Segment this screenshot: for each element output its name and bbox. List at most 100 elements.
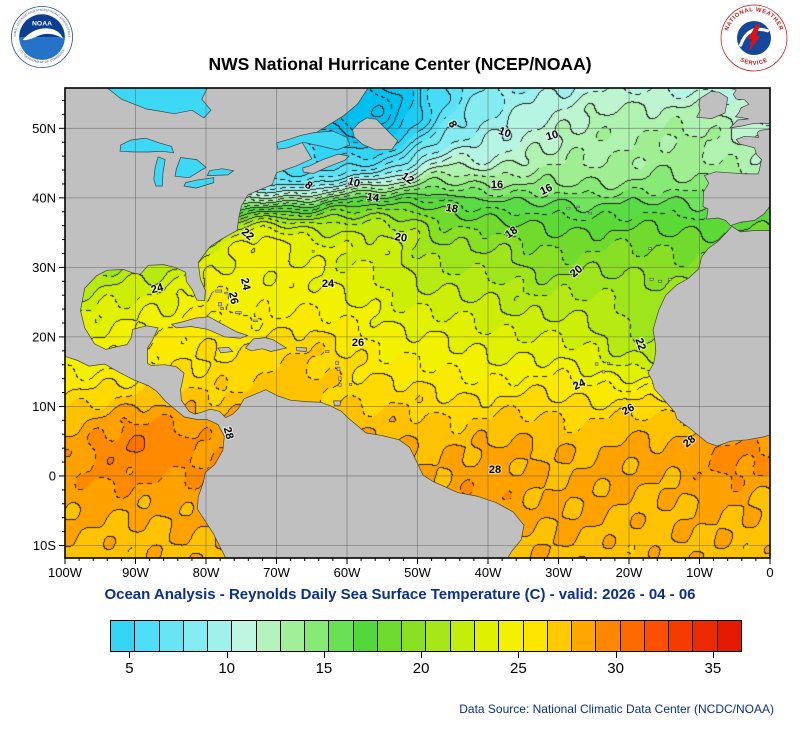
lat-axis-label: 30N <box>32 260 56 275</box>
contour-label: 18 <box>503 224 520 241</box>
contour-label: 26 <box>226 291 240 305</box>
colorbar-tick-label: 35 <box>704 660 722 677</box>
colorbar-tick <box>226 652 228 658</box>
contour-label: 24 <box>322 278 335 290</box>
island <box>607 362 611 365</box>
landmass <box>65 88 525 558</box>
island <box>338 376 342 381</box>
colorbar-cell <box>498 621 523 651</box>
colorbar-cell <box>595 621 620 651</box>
colorbar-cell <box>255 621 280 651</box>
lon-axis-label: 60W <box>334 565 361 580</box>
colorbar-cell <box>352 621 377 651</box>
colorbar-cell <box>473 621 499 651</box>
colorbar-cell <box>522 621 547 651</box>
contour-label: 22 <box>633 337 648 352</box>
lake <box>276 130 351 151</box>
colorbar-tick-label: 10 <box>218 660 236 677</box>
map-caption: Ocean Analysis - Reynolds Daily Sea Surf… <box>104 586 696 603</box>
landmass <box>696 91 729 119</box>
lake <box>174 157 207 179</box>
contour-label: 22 <box>239 226 256 243</box>
contour-label: 8 <box>302 179 314 192</box>
sst-map: 8 10 10 8 10 12 14 16 16 18 18 20 20 22 22 24 24 24 24 26 26… <box>32 87 774 580</box>
island <box>338 383 342 387</box>
contour-label: 28 <box>221 426 236 441</box>
lat-axis-label: 10N <box>32 399 56 414</box>
colorbar-cell <box>376 621 402 651</box>
landmass <box>295 346 308 352</box>
lake <box>106 88 212 119</box>
nws-logo: NATIONAL WEATHER SERVICE <box>720 4 788 72</box>
landmass <box>217 346 234 354</box>
colorbar-cell <box>304 621 329 651</box>
colorbar-tick-label: 15 <box>315 660 333 677</box>
contour-label: 20 <box>394 231 408 245</box>
island <box>576 205 580 208</box>
island <box>668 277 672 281</box>
colorbar-cell <box>449 621 474 651</box>
island <box>566 207 571 210</box>
nws-ring-bottom-text: SERVICE <box>739 57 768 67</box>
lon-axis-label: 20W <box>616 565 643 580</box>
lat-axis-label: 50N <box>32 121 56 136</box>
colorbar-cell <box>619 621 644 651</box>
colorbar-cell <box>279 621 305 651</box>
lat-axis-label: 20N <box>32 329 56 344</box>
colorbar-cell <box>134 621 159 651</box>
noaa-label: NOAA <box>32 20 52 27</box>
island <box>215 289 223 293</box>
contour-label: 16 <box>491 179 503 191</box>
island <box>224 291 230 295</box>
lon-axis-label: 70W <box>263 565 290 580</box>
lon-axis-label: 90W <box>122 565 149 580</box>
lat-axis-label: 0 <box>49 468 56 483</box>
landmass <box>244 337 288 352</box>
landmass <box>647 225 770 447</box>
lat-axis-label: 40N <box>32 190 56 205</box>
colorbar-cell <box>668 621 693 651</box>
colorbar-tick <box>323 652 325 658</box>
lake <box>206 168 235 176</box>
grid-layer <box>65 88 770 558</box>
axes: 100W 90W 80W 70W 60W 50W 40W 30W 20W 10W 0 50N 40N 30… <box>32 100 774 580</box>
colorbar-cell <box>692 621 717 651</box>
colorbar-tick <box>421 652 423 658</box>
colorbar-tick-label: 30 <box>607 660 624 677</box>
lake <box>153 156 166 187</box>
contour-label: 24 <box>150 281 166 296</box>
colorbar-cell <box>111 621 135 651</box>
lon-axis-label: 0 <box>766 565 773 580</box>
landmass <box>728 88 770 129</box>
noaa-logo: NATIONAL OCEANIC AND ATMOSPHERIC ADMINIS… <box>11 6 73 68</box>
land-layer <box>65 88 770 558</box>
island <box>311 250 315 253</box>
landmass <box>352 117 399 151</box>
contour-label: 28 <box>681 433 698 450</box>
lon-axis-label: 40W <box>475 565 502 580</box>
island <box>325 350 330 353</box>
colorbar-tick-label: 5 <box>125 660 134 677</box>
landmass <box>302 153 350 174</box>
contour-label: 10 <box>497 125 513 140</box>
lakes-layer <box>106 88 351 189</box>
contour-label: 18 <box>445 202 459 216</box>
contour-label: 20 <box>568 263 585 280</box>
contour-label: 24 <box>571 376 588 392</box>
colorbar-cell <box>182 621 208 651</box>
island <box>218 302 223 307</box>
island <box>335 360 339 365</box>
contour-label: 26 <box>352 337 364 349</box>
nws-ring-bottom: SERVICE <box>739 57 769 67</box>
lon-axis-label: 80W <box>193 565 220 580</box>
lat-axis-label: 10S <box>33 538 56 553</box>
page-title: NWS National Hurricane Center (NCEP/NOAA… <box>208 54 592 74</box>
data-source: Data Source: National Climatic Data Cent… <box>459 702 774 716</box>
colorbar-cell <box>158 621 183 651</box>
nws-front-icon <box>739 27 769 47</box>
contour-label: 10 <box>545 128 560 143</box>
landmass <box>170 316 249 339</box>
colorbar-cell <box>546 621 572 651</box>
colorbar <box>110 620 742 652</box>
